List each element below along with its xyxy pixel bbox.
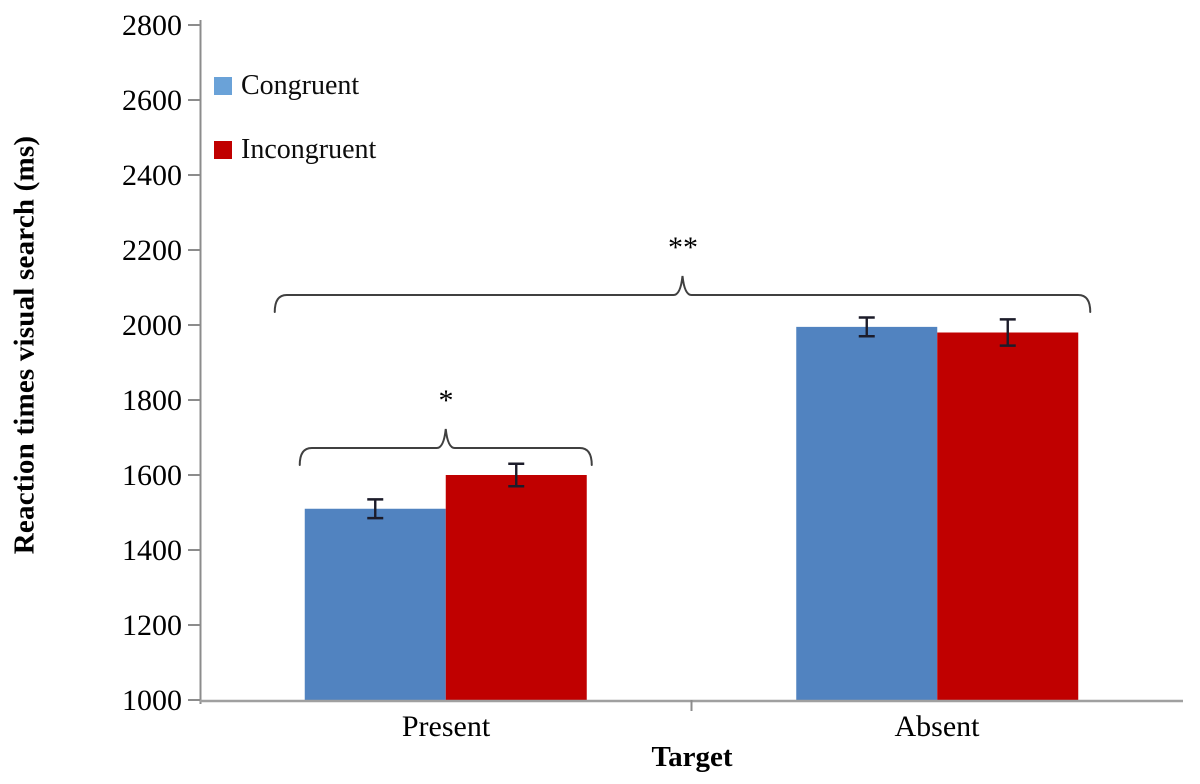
legend-label-congruent: Congruent — [241, 70, 360, 101]
y-tick-label-1000: 1000 — [122, 684, 182, 717]
y-tick-label-1200: 1200 — [122, 609, 182, 642]
y-axis-title: Reaction times visual search (ms) — [8, 135, 41, 555]
y-tick-label-2400: 2400 — [122, 159, 182, 192]
bar-incongruent-present — [445, 475, 587, 700]
bar-congruent-present — [304, 508, 446, 700]
x-axis-title: Target — [651, 741, 733, 773]
legend-swatch-incongruent — [214, 141, 232, 159]
y-tick-label-2200: 2200 — [122, 234, 182, 267]
significance-brace-present — [298, 428, 593, 466]
y-tick-label-1400: 1400 — [122, 534, 182, 567]
bar-incongruent-absent — [937, 332, 1079, 700]
legend-item-incongruent: Incongruent — [214, 135, 376, 165]
y-tick-label-2600: 2600 — [122, 84, 182, 117]
significance-star-present: * — [438, 384, 454, 417]
error-bar-congruent-absent — [858, 316, 875, 338]
error-bar-incongruent-present — [508, 462, 525, 488]
significance-brace-overall — [273, 275, 1092, 313]
legend: Congruent Incongruent — [214, 71, 376, 199]
bar-congruent-absent — [796, 326, 938, 700]
y-tick-label-2800: 2800 — [122, 9, 182, 42]
legend-label-incongruent: Incongruent — [241, 134, 377, 165]
error-bar-congruent-present — [367, 498, 384, 520]
significance-star-overall: ** — [668, 231, 698, 264]
category-label-absent: Absent — [894, 710, 980, 743]
y-tick-label-1800: 1800 — [122, 384, 182, 417]
category-label-present: Present — [401, 710, 491, 743]
error-bar-incongruent-absent — [999, 318, 1016, 347]
y-tick-label-1600: 1600 — [122, 459, 182, 492]
legend-item-congruent: Congruent — [214, 71, 376, 101]
legend-swatch-congruent — [214, 77, 232, 95]
y-tick-label-2000: 2000 — [122, 309, 182, 342]
